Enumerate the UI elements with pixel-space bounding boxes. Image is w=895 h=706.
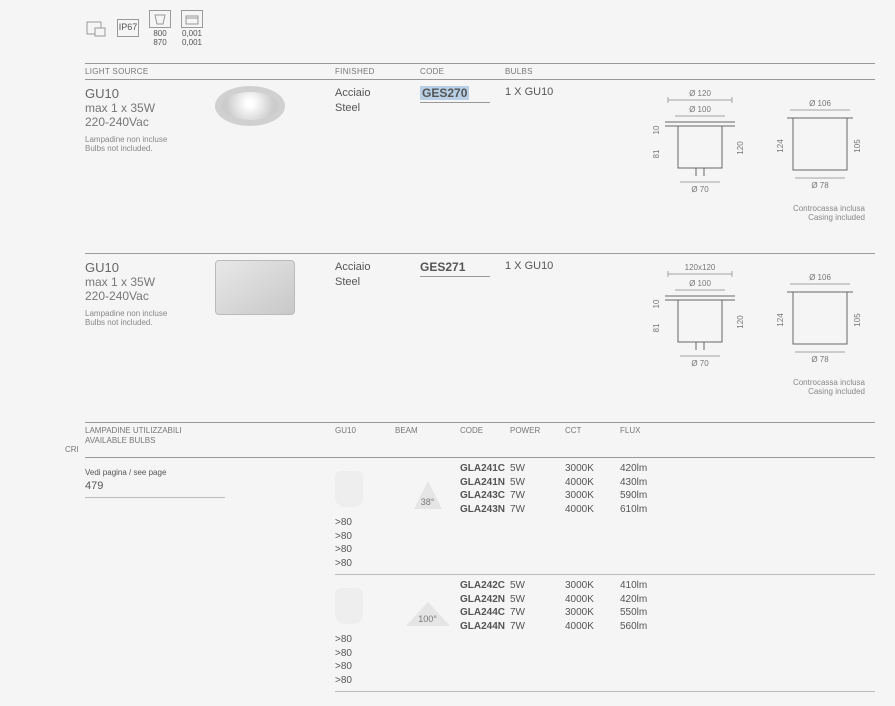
flux-col: 410lm420lm550lm560lm [620,579,660,633]
see-page-num: 479 [85,479,335,493]
spec-note: Lampadine non incluseBulbs not included. [85,309,215,328]
svg-text:Ø 70: Ø 70 [691,359,709,368]
cri-col: >80>80>80>80 [335,516,395,570]
beam-label: 38° [421,497,435,507]
beam-label: 100° [418,614,437,624]
finish-cell: AcciaioSteel [335,86,420,223]
bulb-cell: 1 X GU10 [505,86,585,223]
spec-power: max 1 x 35W [85,275,215,289]
col-light-source: LIGHT SOURCE [85,67,335,76]
code-col: GLA242CGLA242NGLA244CGLA244N [460,579,510,633]
code-col: GLA241CGLA241NGLA243CGLA243N [460,462,510,516]
code-cell: GES270 [420,86,505,223]
svg-text:Ø 120: Ø 120 [689,89,711,98]
diagram-note: Controcassa inclusaCasing included [585,204,875,223]
svg-text:Ø 106: Ø 106 [809,273,831,282]
spec-block: GU10 max 1 x 35W 220-240Vac Lampadine no… [85,260,215,397]
ip-icon: IP67 [117,19,139,39]
svg-text:Ø 70: Ø 70 [691,185,709,194]
svg-text:10: 10 [652,299,661,308]
svg-text:Ø 100: Ø 100 [689,105,711,114]
product-thumb [215,86,335,223]
svg-text:81: 81 [652,323,661,332]
diagrams: Ø 120 Ø 100 10 81 120 Ø 70 Ø 106 124 105 [585,86,875,196]
col-type: GU10 [335,426,395,445]
spec-title: GU10 [85,260,215,275]
svg-text:124: 124 [776,313,785,327]
product-thumb [215,260,335,397]
spec-block: GU10 max 1 x 35W 220-240Vac Lampadine no… [85,86,215,223]
spec-power: max 1 x 35W [85,101,215,115]
bulb-thumb [335,471,395,507]
svg-text:124: 124 [776,138,785,152]
svg-text:Ø 106: Ø 106 [809,99,831,108]
spec-note: Lampadine non incluseBulbs not included. [85,135,215,154]
svg-text:Ø 78: Ø 78 [811,355,829,364]
col-code: CODE [460,426,510,445]
pkg-icon: 0,001 0,001 [181,10,203,48]
spec-title: GU10 [85,86,215,101]
bulb-left: Vedi pagina / see page 479 [85,458,335,692]
see-page-label: Vedi pagina / see page [85,468,335,478]
bulb-group: 100° GLA242CGLA242NGLA244CGLA244N 5W5W7W… [335,575,875,692]
spec-voltage: 220-240Vac [85,289,215,303]
svg-text:Ø 78: Ø 78 [811,181,829,190]
flux-col: 420lm430lm590lm610lm [620,462,660,516]
col-flux: FLUX [620,426,660,445]
cert-icon-row: IP67 800 870 0,001 0,001 [20,10,875,48]
table-header: LIGHT SOURCE FINISHED CODE BULBS [85,63,875,80]
beam-icon: 100° [395,586,460,626]
svg-text:120x120: 120x120 [685,263,716,272]
svg-text:81: 81 [652,149,661,158]
power-col: 5W5W7W7W [510,462,565,516]
diagram-note: Controcassa inclusaCasing included [585,378,875,397]
bulb-group: 38° GLA241CGLA241NGLA243CGLA243N 5W5W7W7… [335,458,875,575]
svg-text:10: 10 [652,125,661,134]
col-cri: CRI [65,445,335,454]
code-cell: GES271 [420,260,505,397]
power-col: 5W5W7W7W [510,579,565,633]
bulb-table-header: LAMPADINE UTILIZZABILI AVAILABLE BULBS G… [85,422,875,458]
diagrams: 120x120 Ø 100 10 81 120 Ø 70 Ø 106 124 1… [585,260,875,370]
col-beam: BEAM [395,426,460,445]
bulb-heading-1: LAMPADINE UTILIZZABILI [85,426,335,436]
bulb-section: Vedi pagina / see page 479 38° GLA241CGL… [85,458,875,692]
bulb-heading-2: AVAILABLE BULBS [85,436,335,446]
mount-icon [85,20,107,38]
cct-col: 3000K4000K3000K4000K [565,579,620,633]
bulb-thumb [335,588,395,624]
bulb-groups: 38° GLA241CGLA241NGLA243CGLA243N 5W5W7W7… [335,458,875,692]
product-row: GU10 max 1 x 35W 220-240Vac Lampadine no… [85,254,875,397]
svg-text:105: 105 [853,138,862,152]
finish-cell: AcciaioSteel [335,260,420,397]
col-bulbs: BULBS [505,67,585,76]
svg-text:120: 120 [736,140,745,154]
cct-col: 3000K4000K3000K4000K [565,462,620,516]
svg-text:120: 120 [736,315,745,329]
weight-icon: 800 870 [149,10,171,48]
spec-voltage: 220-240Vac [85,115,215,129]
col-power: POWER [510,426,565,445]
cri-col: >80>80>80>80 [335,633,395,687]
col-finished: FINISHED [335,67,420,76]
product-row: GU10 max 1 x 35W 220-240Vac Lampadine no… [85,80,875,223]
svg-text:105: 105 [853,313,862,327]
svg-text:Ø 100: Ø 100 [689,279,711,288]
bulb-cell: 1 X GU10 [505,260,585,397]
col-cct: CCT [565,426,620,445]
beam-icon: 38° [395,469,460,509]
col-code: CODE [420,67,505,76]
